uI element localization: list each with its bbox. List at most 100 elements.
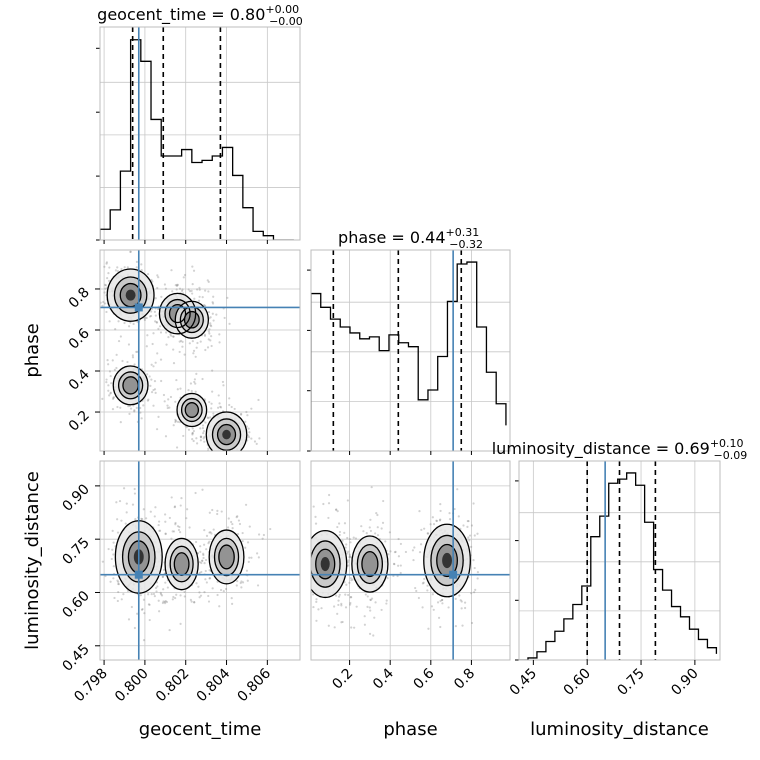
sample-point (116, 599, 119, 603)
sample-point (110, 382, 113, 385)
sample-point (159, 591, 162, 595)
sample-point (217, 406, 220, 409)
sample-point (439, 509, 442, 513)
sample-point (141, 607, 144, 611)
contour-line (180, 397, 203, 423)
sample-point (327, 502, 331, 505)
truth-marker (134, 303, 143, 312)
sample-point (148, 315, 152, 318)
sample-point (201, 377, 204, 381)
sample-point (204, 304, 207, 307)
sample-point (203, 591, 206, 594)
sample-point (246, 414, 249, 417)
sample-point (188, 526, 191, 529)
sample-point (148, 375, 151, 378)
sample-point (209, 531, 212, 534)
sample-point (241, 581, 245, 584)
sample-point (135, 350, 138, 353)
sample-point (146, 399, 149, 402)
sample-point (216, 593, 219, 597)
sample-point (214, 455, 216, 457)
sample-point (193, 297, 196, 300)
sample-point (170, 269, 173, 272)
sample-point (301, 578, 303, 580)
sample-point (156, 585, 159, 588)
sample-point (439, 518, 442, 521)
sample-point (426, 584, 429, 587)
sample-point (204, 578, 207, 581)
contour-line (216, 423, 237, 446)
sample-point (154, 361, 157, 364)
sample-point (369, 529, 373, 533)
sample-point (430, 605, 434, 608)
sample-point (327, 624, 330, 627)
sample-point (202, 437, 205, 440)
sample-point (142, 639, 146, 642)
sample-point (458, 594, 461, 597)
sample-point (178, 350, 181, 354)
sample-point (199, 435, 202, 438)
sample-point (202, 556, 205, 560)
sample-point (157, 327, 160, 330)
sample-point (203, 333, 207, 336)
sample-point (303, 518, 305, 520)
sample-point (197, 585, 200, 588)
sample-point (306, 578, 308, 580)
sample-point (169, 333, 172, 336)
sample-point (107, 363, 110, 366)
sample-point (191, 427, 194, 430)
sample-point (163, 601, 167, 605)
sample-point (187, 288, 190, 291)
sample-point (261, 537, 264, 540)
sample-point (151, 342, 154, 346)
sample-point (167, 398, 170, 401)
sample-point (205, 548, 208, 551)
sample-point (369, 518, 372, 521)
sample-point (131, 356, 135, 359)
sample-point (103, 265, 106, 268)
contour-line (356, 543, 384, 585)
sample-point (147, 593, 150, 596)
sample-point (177, 528, 181, 532)
contour-line (164, 537, 199, 591)
sample-point (116, 266, 119, 269)
sample-point (135, 266, 138, 269)
sample-point (418, 551, 422, 554)
contour-line (168, 303, 187, 324)
sample-point (202, 553, 205, 557)
x-tick-label: 0.804 (194, 665, 234, 705)
sample-point (448, 512, 451, 515)
sample-point (150, 363, 153, 366)
sample-point (256, 584, 260, 587)
sample-point (235, 452, 237, 454)
sample-point (248, 431, 251, 434)
sample-point (470, 524, 474, 527)
sample-point (467, 536, 470, 539)
sample-point (213, 462, 215, 464)
sample-point (131, 354, 134, 357)
sample-point (157, 415, 160, 418)
sample-point (129, 250, 132, 254)
sample-point (226, 526, 230, 529)
sample-point (297, 576, 299, 578)
sample-point (107, 384, 110, 387)
sample-point (107, 389, 110, 392)
sample-point (201, 427, 205, 430)
panel-border (310, 460, 511, 661)
sample-point (423, 577, 426, 581)
sample-point (173, 506, 176, 509)
sample-point (105, 378, 108, 381)
sample-point (154, 586, 158, 590)
sample-point (209, 322, 212, 325)
sample-point (231, 527, 234, 530)
sample-point (387, 553, 390, 556)
sample-point (347, 559, 350, 562)
sample-point (305, 542, 307, 544)
sample-point (382, 499, 385, 503)
sample-point (240, 467, 242, 469)
sample-point (418, 509, 421, 513)
sample-point (466, 525, 469, 528)
sample-point (460, 600, 463, 603)
sample-point (166, 586, 169, 589)
sample-point (345, 543, 348, 546)
